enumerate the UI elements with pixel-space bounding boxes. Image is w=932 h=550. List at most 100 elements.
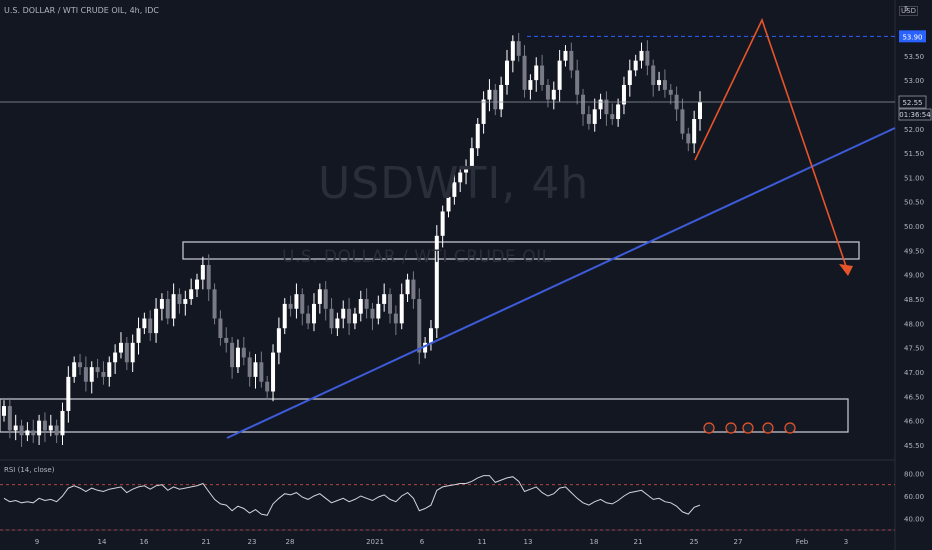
- candle-body: [563, 50, 568, 61]
- candle-body: [627, 70, 632, 85]
- candle-body: [598, 99, 603, 110]
- candle-body: [159, 299, 164, 309]
- candle-body: [124, 342, 129, 363]
- price-tick-1: 46.00: [904, 418, 924, 426]
- candle-body: [487, 89, 492, 100]
- candle-body: [411, 279, 416, 300]
- candle-body: [317, 289, 322, 304]
- price-tick-6: 48.50: [904, 296, 924, 304]
- resistance-zone: [182, 241, 860, 260]
- candle-body: [224, 337, 229, 343]
- candle-body: [165, 299, 170, 319]
- price-tick-7: 49.00: [904, 272, 924, 280]
- candle-body: [241, 347, 246, 358]
- level-price-label: 53.90: [902, 33, 922, 41]
- candle-body: [475, 123, 480, 149]
- candle-body: [13, 425, 18, 431]
- time-tick-15: 3: [844, 538, 848, 546]
- candle-body: [95, 367, 100, 373]
- candle-body: [481, 99, 486, 124]
- candle-body: [60, 410, 65, 436]
- time-tick-7: 6: [420, 538, 425, 546]
- time-tick-6: 2021: [366, 538, 384, 546]
- time-tick-8: 11: [478, 538, 487, 546]
- candle-body: [31, 430, 36, 436]
- event-icon: [742, 422, 754, 434]
- candle-body: [83, 367, 88, 382]
- candle-body: [107, 362, 112, 377]
- price-tick-8: 49.50: [904, 247, 924, 255]
- price-tick-11: 51.00: [904, 174, 924, 182]
- candle-body: [54, 425, 59, 436]
- candle-body: [171, 294, 176, 319]
- support-zone: [0, 398, 849, 433]
- candle-body: [148, 318, 153, 334]
- candle-body: [341, 308, 346, 319]
- candle-body: [458, 172, 463, 183]
- candle-body: [399, 294, 404, 324]
- candle-body: [581, 94, 586, 115]
- candle-body: [551, 89, 556, 100]
- time-tick-1: 14: [98, 538, 107, 546]
- rsi-tick-1: 60.00: [904, 493, 924, 501]
- candle-body: [516, 41, 521, 56]
- price-tick-10: 50.50: [904, 199, 924, 207]
- time-tick-2: 16: [140, 538, 149, 546]
- candle-body: [294, 294, 299, 309]
- candle-body: [534, 65, 539, 81]
- price-tick-12: 51.50: [904, 150, 924, 158]
- candle-body: [692, 119, 697, 144]
- rsi-tick-0: 80.00: [904, 470, 924, 478]
- price-tick-2: 46.50: [904, 393, 924, 401]
- candle-body: [230, 342, 235, 368]
- candle-body: [686, 133, 691, 144]
- candle-body: [218, 318, 223, 338]
- candle-body: [25, 430, 30, 436]
- currency-label[interactable]: USD: [899, 6, 918, 16]
- candle-body: [347, 308, 352, 324]
- candle-body: [276, 328, 281, 353]
- candle-body: [358, 299, 363, 314]
- candle-body: [364, 299, 369, 309]
- candle-body: [329, 308, 334, 329]
- watermark-name: U.S. DOLLAR / WTI CRUDE OIL: [282, 247, 552, 267]
- top-axis-number: 5: [904, 5, 909, 13]
- candle-body: [300, 294, 305, 314]
- candle-body: [183, 299, 188, 304]
- projection-path: [694, 17, 849, 273]
- candle-body: [557, 60, 562, 90]
- candle-body: [19, 425, 24, 436]
- time-tick-4: 23: [248, 538, 257, 546]
- candle-body: [42, 420, 47, 431]
- watermark-symbol: USDWTI, 4h: [318, 158, 590, 209]
- time-tick-10: 18: [590, 538, 599, 546]
- countdown-label: 01:36:54: [899, 111, 931, 119]
- time-tick-13: 27: [734, 538, 743, 546]
- candle-body: [464, 167, 469, 173]
- candle-body: [604, 99, 609, 115]
- price-tick-0: 45.50: [904, 442, 924, 450]
- event-icon: [784, 422, 796, 434]
- candle-body: [662, 80, 667, 90]
- level-price-tag: [899, 30, 926, 43]
- candle-body: [657, 80, 662, 85]
- candle-body: [195, 279, 200, 290]
- candle-body: [545, 84, 550, 100]
- price-tick-16: 53.50: [904, 53, 924, 61]
- candle-body: [113, 352, 118, 363]
- rsi-label[interactable]: RSI (14, close): [4, 466, 55, 474]
- candle-body: [265, 381, 270, 392]
- candle-body: [388, 294, 393, 314]
- candle-body: [89, 367, 94, 382]
- candle-body: [504, 60, 509, 85]
- candle-body: [72, 362, 77, 377]
- price-tick-5: 48.00: [904, 320, 924, 328]
- price-tick-15: 53.00: [904, 77, 924, 85]
- time-tick-11: 21: [634, 538, 643, 546]
- time-tick-14: Feb: [796, 538, 809, 546]
- time-tick-3: 21: [202, 538, 211, 546]
- candle-body: [382, 294, 387, 304]
- candle-body: [586, 114, 591, 124]
